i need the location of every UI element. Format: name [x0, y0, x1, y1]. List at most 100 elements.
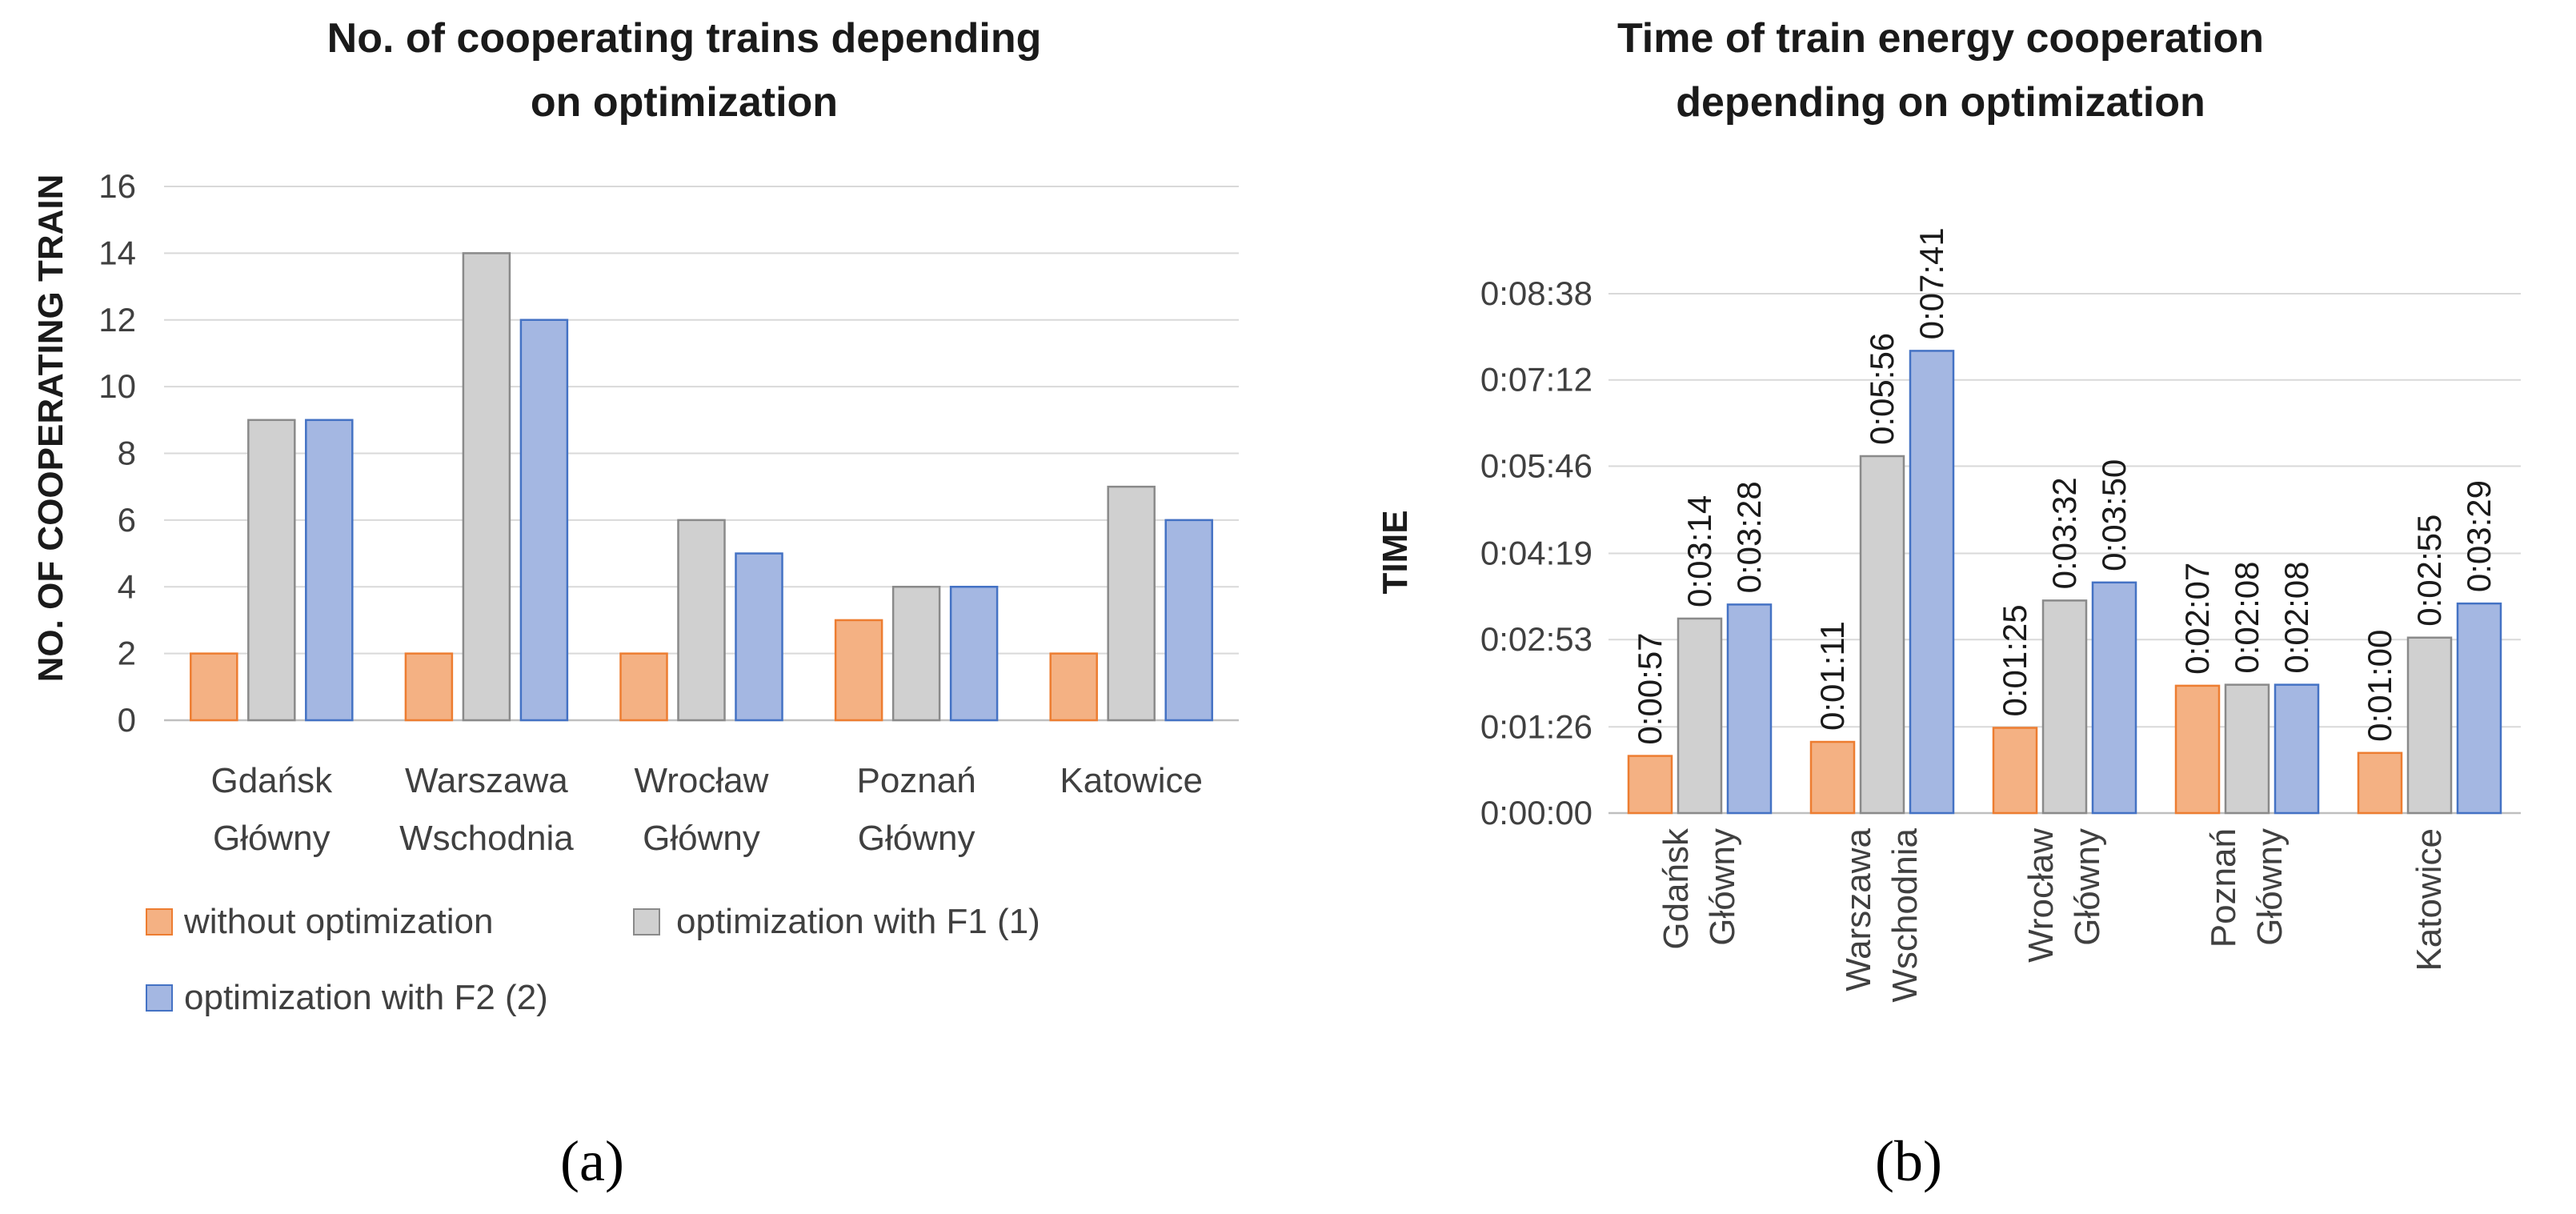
legend-label-without-optimization: without optimization	[183, 902, 493, 941]
chart-b-bar	[1677, 617, 1723, 815]
chart-a-y-tick-label: 12	[98, 301, 136, 339]
chart-b-y-tick-label: 0:02:53	[1480, 620, 1592, 658]
chart-a-y-axis-label: NO. OF COOPERATING TRAIN	[31, 174, 70, 683]
chart-b-data-label: 0:03:29	[2460, 480, 2498, 592]
chart-b-bar	[1859, 455, 1905, 815]
chart-b-data-label: 0:01:00	[2361, 630, 2398, 742]
chart-b-data-label: 0:02:55	[2410, 515, 2448, 627]
chart-b-bar	[2456, 602, 2502, 815]
chart-a-category-label: Główny	[643, 819, 760, 858]
chart-a-y-tick-label: 6	[118, 501, 136, 539]
legend-swatch-f1	[633, 908, 660, 936]
chart-b-data-label: 0:03:32	[2045, 477, 2083, 589]
chart-b-category-labels: Gdańsk Główny Warszawa Wschodnia Wrocław Głów…	[1657, 827, 2449, 1003]
chart-b-category-label: Gdańsk	[1657, 827, 1696, 950]
chart-b-category-label: Główny	[2250, 828, 2290, 946]
chart-a-category-label: Wschodnia	[399, 819, 574, 858]
chart-a-bar	[305, 419, 354, 722]
panel-label-a: (a)	[560, 1129, 624, 1193]
chart-a: No. of cooperating trains depending on o…	[31, 15, 1239, 1193]
chart-b-bar	[2274, 683, 2320, 815]
chart-a-y-tick-label: 4	[118, 567, 136, 605]
chart-b-category-label: Główny	[2068, 828, 2107, 946]
chart-a-bar	[735, 552, 783, 722]
chart-b-category-label: Warszawa	[1839, 827, 1878, 991]
chart-b-bar	[2357, 751, 2403, 815]
chart-a-y-ticks: 0 2 4 6 8 10 12 14 16	[98, 167, 136, 739]
chart-b-title-line-2: depending on optimization	[1676, 79, 2205, 126]
chart-b-category-label: Katowice	[2410, 828, 2449, 972]
chart-b-data-label: 0:03:14	[1681, 495, 1718, 607]
chart-a-bar	[949, 586, 999, 722]
chart-b-data-label: 0:00:57	[1631, 632, 1669, 744]
chart-a-bar	[891, 586, 941, 722]
chart-a-category-label: Główny	[213, 819, 331, 858]
chart-b-y-tick-label: 0:00:00	[1480, 794, 1592, 831]
chart-b-title-line-1: Time of train energy cooperation	[1617, 15, 2264, 62]
chart-a-category-label: Główny	[858, 819, 976, 858]
chart-b-bar	[1726, 603, 1773, 815]
chart-b-y-tick-label: 0:07:12	[1480, 361, 1592, 399]
chart-a-category-label: Gdańsk	[210, 761, 333, 800]
chart-b-data-label: 0:01:11	[1813, 621, 1851, 731]
chart-b-data-label: 0:02:08	[2228, 561, 2266, 673]
chart-a-bar	[619, 652, 668, 722]
chart-a-y-tick-label: 14	[98, 234, 136, 271]
chart-a-bar	[190, 652, 238, 722]
chart-b-y-axis-label: TIME	[1376, 510, 1415, 594]
panel-label-b: (b)	[1875, 1129, 1942, 1193]
chart-a-category-label: Poznań	[856, 761, 976, 800]
chart-a-title-line-1: No. of cooperating trains depending	[327, 15, 1042, 62]
chart-b-y-tick-label: 0:01:26	[1480, 707, 1592, 745]
chart-b-bar	[2041, 599, 2088, 815]
chart-b-bar	[2091, 581, 2137, 815]
chart-a-bar	[462, 252, 511, 722]
chart-b-bar	[2224, 683, 2270, 815]
legend-label-f2: optimization with F2 (2)	[184, 978, 548, 1017]
chart-b-category-label: Główny	[1703, 828, 1742, 946]
chart-b-y-ticks: 0:00:00 0:01:26 0:02:53 0:04:19 0:05:46 0:07:…	[1480, 274, 1592, 831]
chart-a-y-tick-label: 10	[98, 367, 136, 405]
chart-b-data-label: 0:02:08	[2278, 561, 2315, 673]
chart-b-data-label: 0:03:28	[1730, 481, 1768, 593]
chart-b-data-label: 0:05:56	[1863, 333, 1901, 445]
chart-b-y-tick-label: 0:05:46	[1480, 447, 1592, 484]
chart-a-category-label: Katowice	[1060, 761, 1203, 800]
chart-b: Time of train energy cooperation dependi…	[1376, 15, 2521, 1193]
chart-b-y-tick-label: 0:08:38	[1480, 274, 1592, 312]
chart-b-category-label: Poznań	[2204, 828, 2243, 948]
chart-a-y-tick-label: 16	[98, 167, 136, 205]
chart-b-bar	[1992, 727, 2038, 815]
chart-a-bar	[1107, 485, 1156, 722]
chart-b-y-tick-label: 0:04:19	[1480, 535, 1592, 572]
chart-b-data-labels: 0:00:57 0:03:14 0:03:28 0:01:11 0:05:56 0:07:…	[1631, 227, 2498, 744]
chart-a-bars	[190, 252, 1213, 722]
chart-a-bar	[519, 319, 569, 722]
legend-label-f1: optimization with F1 (1)	[676, 902, 1040, 941]
chart-a-y-tick-label: 0	[118, 701, 136, 739]
chart-a-category-label: Wrocław	[635, 761, 769, 800]
chart-a-y-tick-label: 8	[118, 435, 136, 472]
chart-a-bar	[247, 419, 296, 722]
chart-b-bars	[1627, 350, 2502, 815]
chart-b-bar	[1809, 740, 1856, 815]
chart-b-bar	[1627, 755, 1673, 815]
chart-a-bar	[677, 519, 726, 722]
chart-a-y-tick-label: 2	[118, 635, 136, 672]
chart-b-bar	[2174, 684, 2221, 815]
chart-a-bar	[404, 652, 454, 722]
chart-a-title-line-2: on optimization	[531, 79, 838, 126]
chart-b-category-label: Wrocław	[2021, 828, 2061, 963]
chart-b-data-label: 0:01:25	[1996, 604, 2033, 716]
chart-b-data-label: 0:02:07	[2178, 563, 2216, 675]
chart-b-category-label: Wschodnia	[1885, 827, 1925, 1002]
chart-b-bar	[2406, 636, 2453, 815]
chart-b-data-label: 0:03:50	[2095, 459, 2133, 571]
chart-a-category-label: Warszawa	[405, 761, 568, 800]
chart-b-data-label: 0:07:41	[1913, 227, 1950, 339]
chart-a-bar	[834, 619, 883, 722]
chart-a-legend: without optimization optimization with F…	[146, 902, 1040, 1017]
chart-a-bar	[1049, 652, 1098, 722]
chart-b-bar	[1909, 350, 1955, 815]
